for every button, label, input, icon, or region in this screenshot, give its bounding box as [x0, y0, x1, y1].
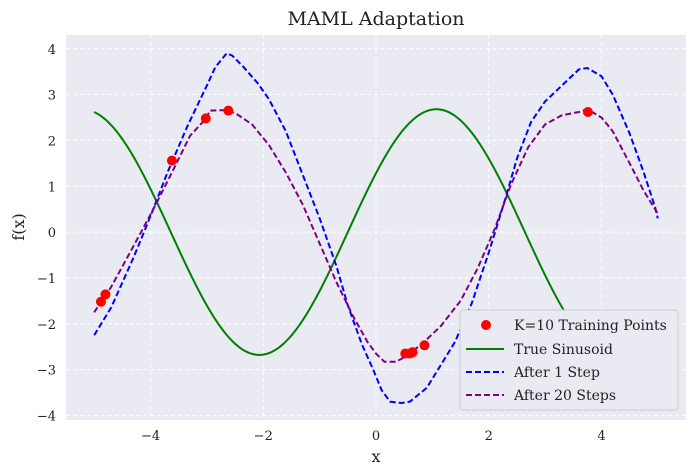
y-tick-label: −3 [37, 364, 56, 379]
training-point [95, 296, 106, 307]
training-point [407, 347, 418, 358]
chart-title: MAML Adaptation [287, 8, 464, 30]
training-point [166, 155, 177, 166]
x-tick-label: 0 [372, 429, 380, 444]
training-point [200, 113, 211, 124]
y-tick-label: 2 [48, 134, 56, 149]
training-point [100, 289, 111, 300]
y-tick-label: 4 [48, 43, 56, 58]
y-tick-label: −4 [37, 409, 56, 424]
legend-label-training-points: K=10 Training Points [514, 318, 667, 334]
line-after-1-step [93, 52, 659, 405]
x-tick-label: −2 [254, 429, 273, 444]
x-axis-label: x [371, 447, 380, 466]
training-point [419, 340, 430, 351]
y-tick-label: 3 [48, 89, 56, 104]
x-tick-label: 4 [597, 429, 605, 444]
y-tick-labels: −4 −3 −2 −1 0 1 2 3 4 [37, 43, 56, 425]
legend-marker-training-points [481, 320, 491, 330]
training-points [95, 105, 593, 359]
legend-label-true-sinusoid: True Sinusoid [514, 342, 613, 358]
x-tick-label: 2 [485, 429, 493, 444]
training-point [223, 105, 234, 116]
legend-box [459, 309, 679, 411]
grid [66, 35, 686, 420]
y-tick-label: 0 [48, 226, 56, 241]
y-tick-label: −1 [37, 272, 56, 287]
y-tick-label: −2 [37, 318, 56, 333]
legend-label-after-1-step: After 1 Step [513, 365, 600, 381]
x-tick-labels: −4 −2 0 2 4 [141, 429, 606, 444]
x-tick-label: −4 [141, 429, 160, 444]
y-tick-label: 1 [48, 180, 56, 195]
legend-label-after-20-steps: After 20 Steps [513, 388, 616, 404]
legend: K=10 Training Points True Sinusoid After… [459, 309, 679, 411]
training-point [582, 107, 593, 117]
y-axis-label: f(x) [9, 213, 28, 240]
